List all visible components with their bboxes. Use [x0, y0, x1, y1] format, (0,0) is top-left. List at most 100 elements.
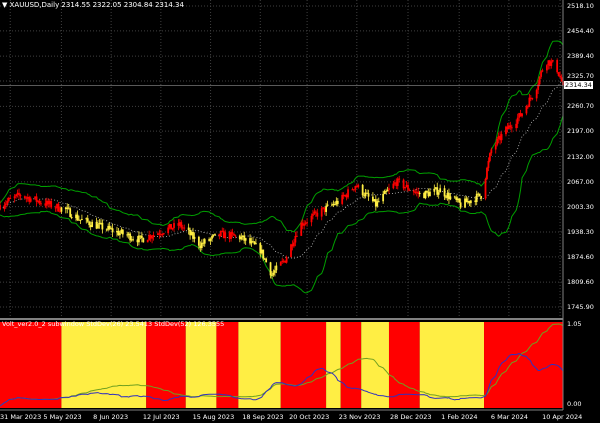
stddev52-line [0, 323, 564, 407]
candle-body [407, 184, 409, 190]
candle-body [333, 204, 336, 206]
candle-body [548, 60, 551, 66]
candle-body [233, 233, 235, 236]
candle-body [129, 233, 132, 241]
candle-body [218, 233, 221, 237]
candle-body [4, 203, 7, 206]
candle-body [449, 196, 452, 200]
candle-body [417, 191, 420, 194]
price-tick-label: 1938.30 [567, 228, 594, 236]
candle-body [383, 191, 386, 194]
candle-body [161, 234, 164, 236]
middle-band-line [0, 80, 564, 259]
candle-body [265, 258, 268, 263]
candle-body [347, 189, 349, 198]
stddev26-line [0, 353, 564, 407]
candle-body [167, 227, 170, 234]
candle-body [527, 106, 529, 108]
candle-body [120, 229, 123, 234]
candle-body [310, 215, 313, 223]
candle-body [240, 236, 243, 240]
candle-body [521, 113, 523, 117]
candle-body [507, 125, 510, 130]
candle-body [44, 203, 47, 206]
candle-body [26, 197, 29, 199]
candle-body [556, 60, 559, 73]
candle-body [344, 194, 347, 197]
time-tick-label: 1 Feb 2024 [441, 413, 478, 421]
candle-body [138, 235, 140, 243]
candle-body [86, 218, 89, 222]
lower-band-line [0, 115, 564, 294]
candle-body [139, 235, 142, 237]
time-tick-label: 28 Dec 2023 [389, 413, 432, 421]
candle-body [149, 235, 152, 239]
regime-band-yellow [419, 322, 485, 408]
candle-body [241, 235, 244, 237]
candle-body [234, 235, 237, 237]
candle-body [146, 239, 149, 243]
candle-body [269, 262, 272, 276]
candle-body [525, 106, 528, 114]
candle-body [34, 196, 36, 199]
candle-body [295, 235, 298, 237]
candle-body [300, 222, 303, 236]
time-tick-label: 12 Jul 2023 [142, 413, 180, 421]
price-tick-label: 2389.40 [567, 52, 594, 61]
regime-band-yellow [361, 322, 389, 408]
candle-body [177, 223, 180, 226]
candle-body [119, 233, 121, 236]
candle-body [354, 186, 357, 190]
candle-body [263, 258, 266, 260]
candle-body [271, 274, 273, 276]
triangle-down-icon[interactable]: ▼ [2, 1, 10, 9]
candle-body [224, 232, 227, 239]
candle-body [67, 207, 70, 209]
candle-body [496, 138, 499, 145]
candle-body [474, 200, 477, 202]
candle-body [275, 265, 278, 271]
candle-body [326, 204, 329, 206]
candle-body [178, 222, 181, 226]
candle-body [110, 228, 113, 230]
candle-body [388, 188, 390, 191]
regime-band-red [0, 322, 62, 408]
candle-body [488, 153, 491, 161]
candle-body [535, 89, 538, 99]
candle-body [259, 243, 262, 254]
price-tick-label: 2132.00 [567, 152, 594, 161]
candle-body [547, 60, 550, 66]
candle-body [107, 225, 110, 230]
candle-body [341, 194, 344, 204]
candle-body [127, 233, 130, 236]
candle-body [434, 187, 437, 189]
candle-body [500, 134, 503, 141]
candle-body [193, 236, 196, 239]
candle-body [140, 235, 143, 239]
candle-body [320, 208, 323, 217]
candle-body [487, 160, 490, 168]
candle-body [551, 60, 554, 62]
candle-body [13, 196, 16, 199]
price-tick-label: 2067.00 [567, 177, 594, 186]
candle-body [282, 260, 285, 262]
candle-body [238, 235, 241, 240]
time-tick-label: 8 Jun 2023 [93, 413, 129, 421]
candle-body [85, 218, 88, 220]
candle-body [550, 61, 553, 66]
candle-body [465, 198, 468, 203]
regime-band-red [340, 322, 362, 408]
candle-body [25, 197, 28, 199]
candle-body [497, 135, 500, 139]
candle-body [88, 221, 91, 226]
candle-body [209, 238, 212, 241]
candle-body [515, 123, 518, 129]
price-tick-label: 2454.40 [567, 26, 594, 35]
candle-body [313, 211, 316, 214]
candle-body [363, 195, 366, 197]
candle-body [252, 241, 254, 243]
candle-body [105, 229, 108, 231]
candle-body [48, 201, 51, 205]
candle-body [69, 208, 72, 218]
